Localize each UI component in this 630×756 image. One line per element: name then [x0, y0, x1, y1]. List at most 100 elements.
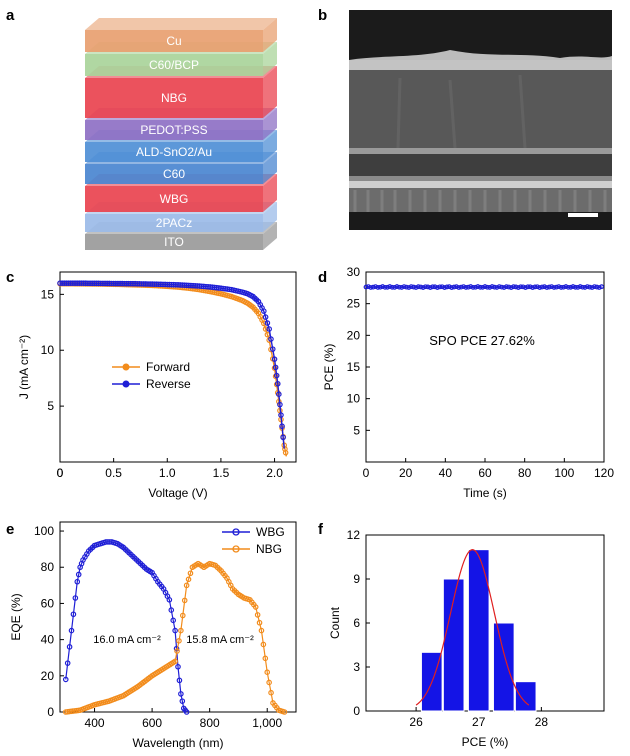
spo-point: [451, 284, 457, 290]
spo-point: [594, 284, 600, 290]
spo-point: [575, 284, 581, 290]
y-tick-label: 15: [41, 287, 55, 301]
x-axis-label: Wavelength (nm): [133, 736, 224, 750]
y-tick-label: 5: [47, 399, 54, 413]
series-point-reverse: [279, 423, 285, 430]
layer-label: PEDOT:PSS: [140, 123, 207, 137]
spo-point: [368, 285, 374, 290]
series-point-nbg: [185, 576, 192, 583]
layer-front: [85, 234, 263, 250]
x-tick-label: 1,000: [252, 716, 282, 730]
spo-point: [399, 285, 405, 290]
spo-point: [470, 284, 476, 290]
series-point-wbg: [168, 607, 175, 613]
y-axis-label: Count: [328, 606, 342, 639]
spo-point: [373, 284, 378, 289]
spo-point: [454, 284, 459, 290]
series-point-nbg: [254, 612, 261, 618]
wbg-jsc-annotation: 16.0 mA cm⁻²: [93, 634, 161, 646]
legend-entry-forward: Forward: [146, 360, 190, 374]
legend-entry-reverse: Reverse: [146, 377, 191, 391]
spo-point: [449, 285, 455, 290]
eqe-chart: 400 600 800 1,000 0 20 40 60 80 100 Wavelength (nm…: [9, 521, 297, 750]
spo-point: [494, 285, 500, 290]
series-point-nbg: [252, 604, 259, 610]
plot-frame: [365, 271, 605, 463]
spo-point: [492, 284, 497, 290]
series-point-wbg: [72, 595, 79, 601]
spo-point: [565, 284, 571, 290]
series-point-nbg: [176, 638, 182, 644]
spo-point: [554, 284, 559, 290]
x-tick-label: 400: [85, 716, 105, 730]
panel-letter-c: c: [6, 269, 14, 286]
spo-point: [446, 284, 452, 290]
spo-point: [463, 285, 469, 290]
x-tick-label: 26: [409, 715, 423, 729]
layer-side: [263, 108, 277, 140]
series-point-wbg: [70, 611, 77, 618]
layer-side: [263, 18, 277, 52]
spo-point: [546, 284, 552, 290]
layer-front: [85, 78, 263, 118]
spo-point: [380, 284, 386, 289]
spo-point: [420, 285, 426, 290]
spo-point: [377, 284, 383, 290]
layer-label: WBG: [160, 192, 189, 206]
series-point-nbg: [268, 689, 274, 696]
series-point-nbg: [181, 597, 188, 604]
series-point-reverse: [268, 336, 274, 342]
series-point-wbg: [176, 677, 183, 684]
spo-point: [382, 284, 388, 290]
spo-point: [461, 284, 466, 290]
spo-point: [365, 284, 371, 290]
spo-point: [425, 284, 431, 290]
spo-point: [385, 284, 390, 290]
spo-point: [439, 284, 445, 290]
spo-point: [489, 284, 495, 289]
series-point-wbg: [178, 691, 184, 697]
series-point-wbg: [172, 627, 178, 634]
y-tick-label: 6: [353, 616, 360, 630]
series-point-forward: [282, 449, 289, 456]
spo-point: [465, 284, 471, 290]
x-tick-label: 1.0: [159, 466, 176, 480]
spo-point: [401, 284, 407, 289]
layer-cu: Cu: [85, 18, 277, 52]
histogram-bar: [467, 549, 490, 712]
spo-point: [506, 284, 512, 290]
spo-point: [568, 284, 574, 290]
x-tick-label: 1.5: [213, 466, 230, 480]
series-point-reverse: [277, 401, 283, 408]
series-point-forward: [262, 326, 269, 332]
spo-point: [499, 284, 505, 290]
series-point-wbg: [64, 660, 71, 666]
y-axis-label: EQE (%): [9, 593, 23, 640]
layer-side: [263, 42, 277, 76]
spo-point: [542, 284, 547, 290]
layer-side: [263, 174, 277, 212]
layer-side: [263, 152, 277, 184]
spo-point: [582, 285, 588, 290]
series-point-reverse: [273, 372, 280, 379]
spo-point: [511, 284, 516, 290]
legend-entry-nbg: NBG: [256, 542, 282, 556]
legend-marker: [232, 528, 240, 536]
series-point-nbg: [260, 641, 267, 648]
x-tick-label: 40: [439, 466, 453, 480]
y-axis-label: PCE (%): [322, 344, 336, 391]
spo-point: [375, 285, 381, 290]
x-tick-label: 100: [554, 466, 574, 480]
y-tick-label: 12: [347, 528, 361, 542]
spo-point: [515, 285, 521, 290]
x-tick-label: 60: [478, 466, 492, 480]
spo-point: [527, 284, 533, 290]
spo-point: [596, 285, 602, 290]
x-axis-label: Voltage (V): [148, 486, 207, 500]
spo-point: [504, 284, 509, 290]
spo-point: [551, 285, 557, 290]
x-tick-label: 120: [594, 466, 614, 480]
spo-point: [394, 284, 400, 289]
spo-point: [487, 285, 493, 290]
y-tick-label: 0: [353, 704, 360, 718]
